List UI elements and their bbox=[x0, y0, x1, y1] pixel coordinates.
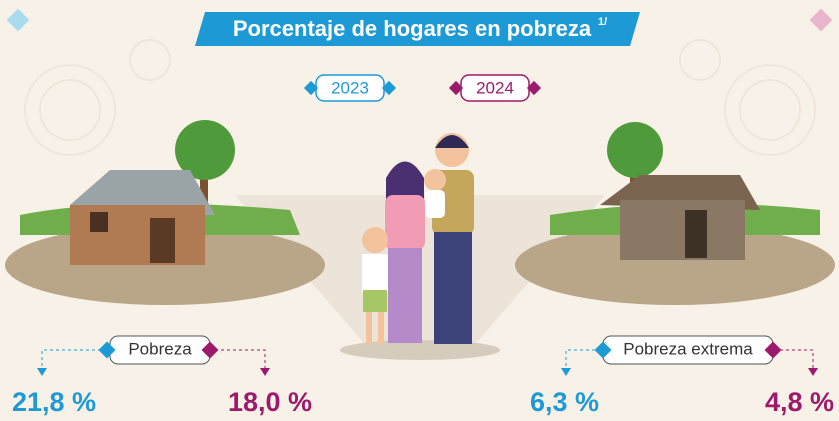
infographic: Porcentaje de hogares en pobreza 1/ 2023… bbox=[0, 0, 839, 421]
value-2023: 6,3 % bbox=[530, 387, 599, 417]
year-label: 2024 bbox=[476, 78, 514, 97]
title: Porcentaje de hogares en pobreza bbox=[233, 16, 592, 41]
group-label: Pobreza bbox=[128, 339, 192, 358]
value-2024: 4,8 % bbox=[765, 387, 834, 417]
value-2023: 21,8 % bbox=[12, 387, 96, 417]
footnote-mark: 1/ bbox=[598, 16, 607, 28]
value-2024: 18,0 % bbox=[228, 387, 312, 417]
group-label: Pobreza extrema bbox=[623, 339, 753, 358]
year-label: 2023 bbox=[331, 78, 369, 97]
